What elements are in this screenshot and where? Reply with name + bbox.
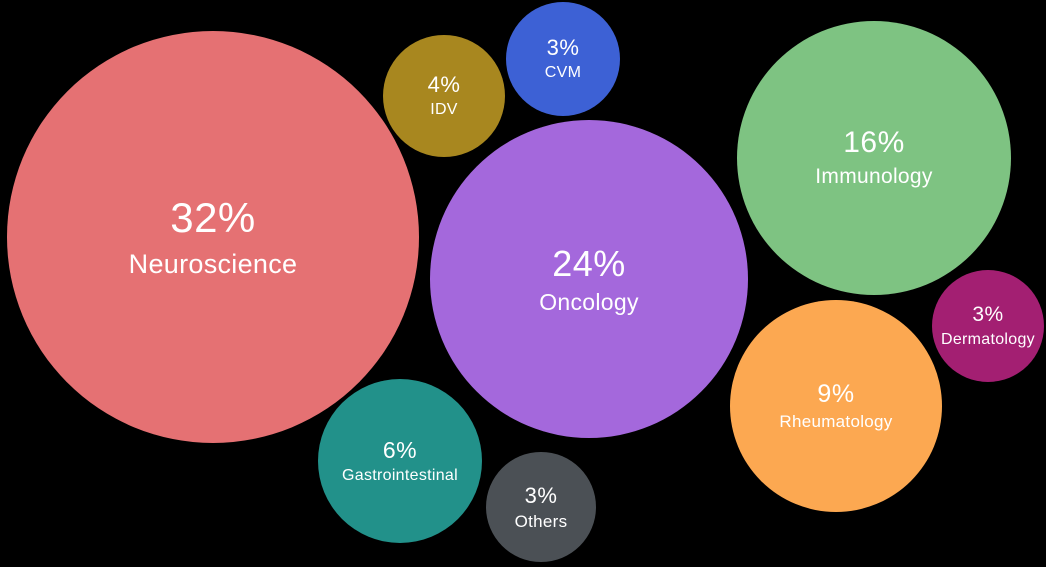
bubble-gastrointestinal: 6% Gastrointestinal xyxy=(318,379,482,543)
bubble-label: CVM xyxy=(544,64,582,82)
bubble-label: Neuroscience xyxy=(128,248,298,279)
bubble-rheumatology: 9% Rheumatology xyxy=(730,300,942,512)
bubble-value: 24% xyxy=(552,242,626,284)
bubble-neuroscience: 32% Neuroscience xyxy=(7,31,419,443)
bubble-value: 3% xyxy=(546,35,580,61)
bubble-others: 3% Others xyxy=(486,452,596,562)
bubble-label: Dermatology xyxy=(940,330,1035,348)
bubble-oncology: 24% Oncology xyxy=(430,120,748,438)
bubble-dermatology: 3% Dermatology xyxy=(932,270,1044,382)
bubble-value: 9% xyxy=(817,379,855,408)
bubble-label: Oncology xyxy=(539,289,639,315)
bubble-label: Others xyxy=(514,511,568,531)
bubble-value: 3% xyxy=(524,482,558,508)
bubble-value: 16% xyxy=(843,126,905,160)
bubble-label: Immunology xyxy=(815,165,933,189)
bubble-label: Gastrointestinal xyxy=(342,466,458,484)
bubble-value: 4% xyxy=(427,72,461,98)
bubble-value: 32% xyxy=(170,194,256,242)
bubble-cvm: 3% CVM xyxy=(506,2,620,116)
bubble-idv: 4% IDV xyxy=(383,35,505,157)
bubble-value: 3% xyxy=(972,302,1004,326)
bubble-value: 6% xyxy=(382,436,418,463)
bubble-immunology: 16% Immunology xyxy=(737,21,1011,295)
bubble-label: Rheumatology xyxy=(779,412,893,432)
bubble-label: IDV xyxy=(430,101,458,119)
